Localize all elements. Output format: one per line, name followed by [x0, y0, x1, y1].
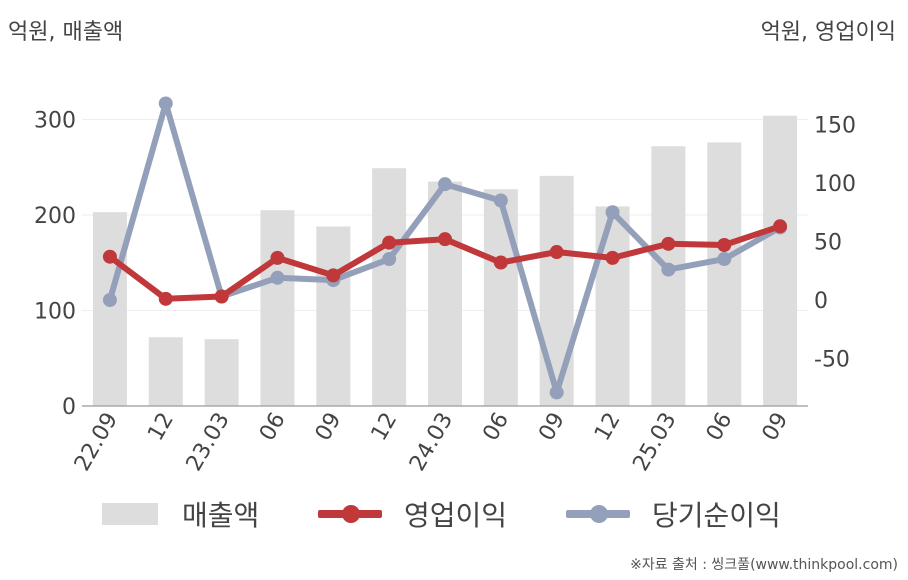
- operating-point-5: [382, 235, 397, 250]
- right-tick-4: 150: [814, 114, 856, 139]
- operating-point-10: [661, 236, 676, 251]
- sales-bar-7: [483, 189, 518, 406]
- legend-operating: 영업이익: [318, 494, 507, 534]
- operating-point-12: [773, 219, 788, 234]
- legend-sales-label: 매출액: [182, 499, 260, 532]
- right-y-ticks: -50 0 50 100 150: [814, 114, 856, 373]
- left-y-ticks: 0 100 200 300: [34, 109, 76, 421]
- sales-bar-0: [92, 212, 127, 406]
- operating-point-3: [270, 250, 285, 265]
- right-tick-1: 0: [814, 289, 828, 314]
- x-tick-11: 06: [702, 409, 738, 446]
- net-point-11: [717, 252, 732, 267]
- operating-point-2: [214, 289, 229, 304]
- sales-bar-5: [372, 168, 407, 406]
- legend-net-label: 당기순이익: [652, 499, 781, 532]
- legend-net: 당기순이익: [566, 494, 781, 534]
- right-tick-2: 50: [814, 231, 842, 256]
- x-ticks: 22.09 12 23.03 06 09 12 24.03 06 09 12 25.03 06 09: [70, 409, 793, 476]
- left-axis-unit: 억원, 매출액: [8, 20, 124, 45]
- right-axis-unit: 억원, 영업이익: [760, 20, 896, 45]
- operating-point-0: [102, 249, 117, 264]
- operating-point-8: [549, 245, 564, 260]
- legend-operating-swatch: [318, 505, 382, 523]
- operating-point-6: [438, 232, 452, 247]
- x-tick-1: 12: [143, 409, 179, 446]
- legend-sales-swatch: [102, 503, 158, 525]
- sales-bar-9: [595, 206, 630, 406]
- sales-bar-8: [539, 175, 574, 406]
- x-tick-8: 09: [534, 409, 570, 446]
- left-tick-3: 300: [34, 109, 76, 134]
- sales-bar-12: [763, 115, 798, 407]
- operating-point-1: [158, 291, 173, 306]
- right-tick-3: 100: [814, 172, 856, 197]
- sales-bar-2: [204, 339, 239, 406]
- net-point-8: [549, 385, 564, 400]
- left-tick-2: 200: [34, 204, 76, 229]
- sales-bar-6: [428, 181, 462, 406]
- net-point-1: [158, 96, 173, 111]
- operating-point-7: [493, 255, 508, 270]
- sales-bar-4: [316, 226, 351, 406]
- operating-point-11: [717, 238, 732, 253]
- sales-bar-1: [148, 337, 183, 406]
- net-point-3: [270, 270, 285, 285]
- operating-point-4: [326, 268, 341, 283]
- right-tick-0: -50: [814, 348, 850, 373]
- sales-bar-3: [260, 210, 295, 406]
- net-point-5: [382, 252, 397, 267]
- x-tick-0: 22.09: [70, 409, 123, 476]
- net-point-0: [102, 293, 117, 307]
- x-tick-6: 24.03: [405, 409, 458, 476]
- profit-lines: [102, 96, 788, 400]
- net-point-6: [438, 177, 452, 192]
- x-tick-2: 23.03: [182, 409, 235, 476]
- x-tick-3: 06: [255, 409, 291, 446]
- x-tick-5: 12: [367, 409, 403, 446]
- net-point-7: [493, 193, 508, 208]
- left-tick-1: 100: [34, 300, 76, 325]
- legend-sales: 매출액: [102, 494, 259, 534]
- net-point-9: [605, 205, 620, 220]
- x-tick-7: 06: [478, 409, 514, 446]
- operating-point-9: [605, 250, 620, 265]
- net-point-10: [661, 262, 676, 277]
- x-tick-4: 09: [311, 409, 347, 446]
- left-tick-0: 0: [62, 395, 76, 420]
- x-tick-12: 09: [758, 409, 794, 446]
- legend-net-swatch: [566, 505, 630, 523]
- sales-bar-11: [707, 142, 742, 407]
- x-tick-9: 12: [590, 409, 626, 446]
- legend-operating-label: 영업이익: [404, 499, 508, 532]
- source-note: ※자료 출처 : 씽크풀(www.thinkpool.com): [630, 557, 898, 573]
- x-tick-10: 25.03: [628, 409, 681, 476]
- sales-bars: [92, 115, 798, 407]
